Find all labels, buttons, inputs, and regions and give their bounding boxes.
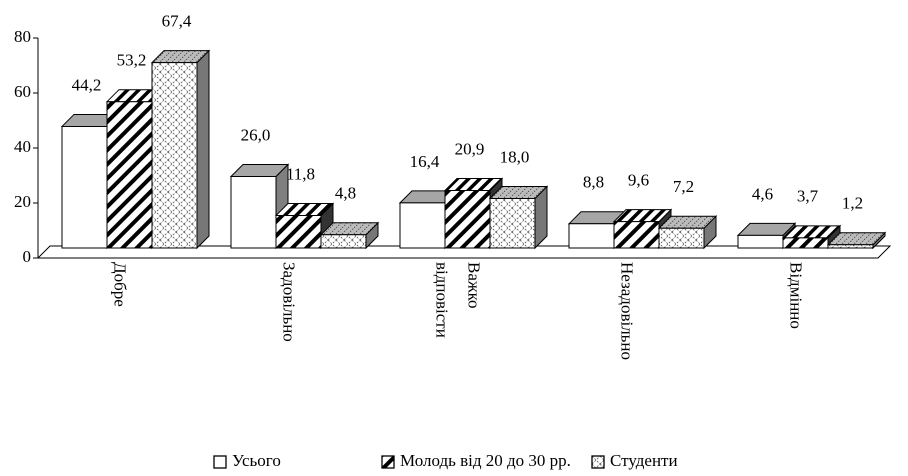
bar-front bbox=[444, 190, 491, 249]
value-label: 11,8 bbox=[286, 164, 315, 183]
value-label: 8,8 bbox=[583, 173, 604, 192]
value-label: 3,7 bbox=[797, 187, 819, 206]
bar bbox=[150, 49, 211, 250]
value-label: 1,2 bbox=[842, 194, 863, 213]
x-tick-label: Добре bbox=[110, 262, 130, 307]
value-label: 18,0 bbox=[500, 147, 530, 166]
legend-label: Молодь від 20 до 30 рр. bbox=[400, 451, 571, 470]
bar bbox=[657, 214, 718, 250]
x-tick-label: Незадовільно bbox=[617, 262, 637, 361]
bar-front bbox=[613, 221, 660, 249]
value-label: 67,4 bbox=[162, 12, 192, 31]
bar-front bbox=[106, 101, 153, 249]
bar bbox=[826, 231, 887, 250]
y-tick-label: 0 bbox=[23, 247, 32, 266]
legend-label: Студенти bbox=[610, 451, 678, 470]
value-label: 4,6 bbox=[752, 184, 773, 203]
bar bbox=[319, 221, 380, 250]
y-tick-label: 40 bbox=[14, 137, 31, 156]
bar-front bbox=[737, 234, 784, 249]
bar-front bbox=[568, 223, 615, 249]
value-label: 16,4 bbox=[410, 152, 440, 171]
bar-front bbox=[230, 176, 277, 249]
bar bbox=[274, 202, 335, 250]
value-label: 9,6 bbox=[628, 171, 649, 190]
bar-front bbox=[320, 234, 367, 249]
bar-front bbox=[275, 215, 322, 249]
bar bbox=[488, 185, 549, 250]
bar-front bbox=[782, 237, 829, 249]
value-label: 26,0 bbox=[241, 125, 271, 144]
bar-side bbox=[196, 49, 210, 250]
y-tick-label: 80 bbox=[14, 27, 31, 46]
value-label: 53,2 bbox=[117, 51, 147, 70]
bar bbox=[781, 224, 842, 250]
legend-swatch bbox=[591, 455, 605, 469]
x-tick-label: Важко відповісти bbox=[432, 262, 484, 338]
bar-front bbox=[399, 202, 446, 249]
value-label: 7,2 bbox=[673, 177, 694, 196]
legend-swatch bbox=[381, 455, 395, 469]
value-label: 20,9 bbox=[455, 139, 485, 158]
legend-label: Усього bbox=[232, 451, 281, 470]
floor bbox=[36, 245, 892, 259]
legend-swatch bbox=[213, 455, 227, 469]
y-tick-label: 60 bbox=[14, 82, 31, 101]
x-tick-label: Задовільно bbox=[279, 262, 299, 342]
bar-front bbox=[151, 62, 198, 249]
bar-front bbox=[61, 125, 108, 249]
value-label: 44,2 bbox=[72, 75, 102, 94]
value-label: 4,8 bbox=[335, 184, 356, 203]
bar-front bbox=[489, 198, 536, 249]
x-tick-label: Відмінно bbox=[786, 262, 806, 329]
bar-front bbox=[827, 244, 874, 249]
bar-front bbox=[658, 227, 705, 249]
y-tick-label: 20 bbox=[14, 192, 31, 211]
